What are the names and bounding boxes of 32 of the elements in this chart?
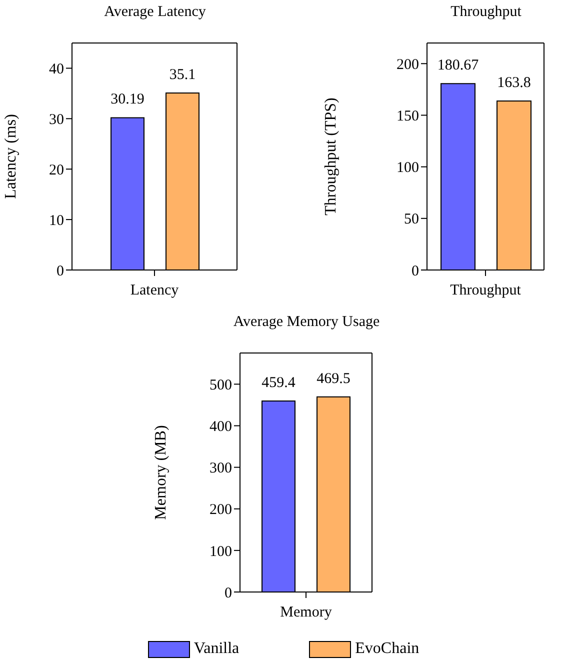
y-tick-label: 300 xyxy=(210,460,232,477)
y-tick-label: 30 xyxy=(49,112,64,128)
y-tick-label: 0 xyxy=(412,263,419,280)
y-tick-label: 20 xyxy=(49,162,64,178)
data-label: 459.4 xyxy=(262,375,296,392)
y-tick-label: 500 xyxy=(210,378,232,394)
chart-title: Throughput xyxy=(450,4,522,21)
y-tick-label: 150 xyxy=(396,108,419,125)
legend-label: Vanilla xyxy=(194,640,240,658)
data-label: 30.19 xyxy=(110,92,144,108)
x-tick-label: Memory xyxy=(280,604,332,621)
y-axis-title: Latency (ms) xyxy=(2,114,20,199)
y-tick-label: 400 xyxy=(210,419,232,436)
y-tick-label: 40 xyxy=(49,62,64,78)
y-axis-title: Throughput (TPS) xyxy=(322,98,340,216)
y-axis-title: Memory (MB) xyxy=(152,425,170,520)
y-tick-label: 200 xyxy=(210,502,232,518)
y-tick-label: 100 xyxy=(396,160,419,176)
data-label: 469.5 xyxy=(316,370,350,387)
y-tick-label: 200 xyxy=(396,56,419,73)
y-tick-label: 0 xyxy=(224,585,232,602)
y-tick-label: 50 xyxy=(404,212,419,228)
chart-title: Average Memory Usage xyxy=(232,314,381,331)
y-tick-label: 100 xyxy=(210,544,232,560)
data-label: 35.1 xyxy=(169,66,196,83)
legend-label: EvoChain xyxy=(355,640,420,658)
y-tick-label: 10 xyxy=(49,212,64,229)
chart-title: Average Latency xyxy=(103,4,207,21)
y-tick-label: 0 xyxy=(56,263,64,280)
data-label: 163.8 xyxy=(497,74,531,91)
data-label: 180.67 xyxy=(437,58,480,74)
x-tick-label: Latency xyxy=(130,282,180,299)
